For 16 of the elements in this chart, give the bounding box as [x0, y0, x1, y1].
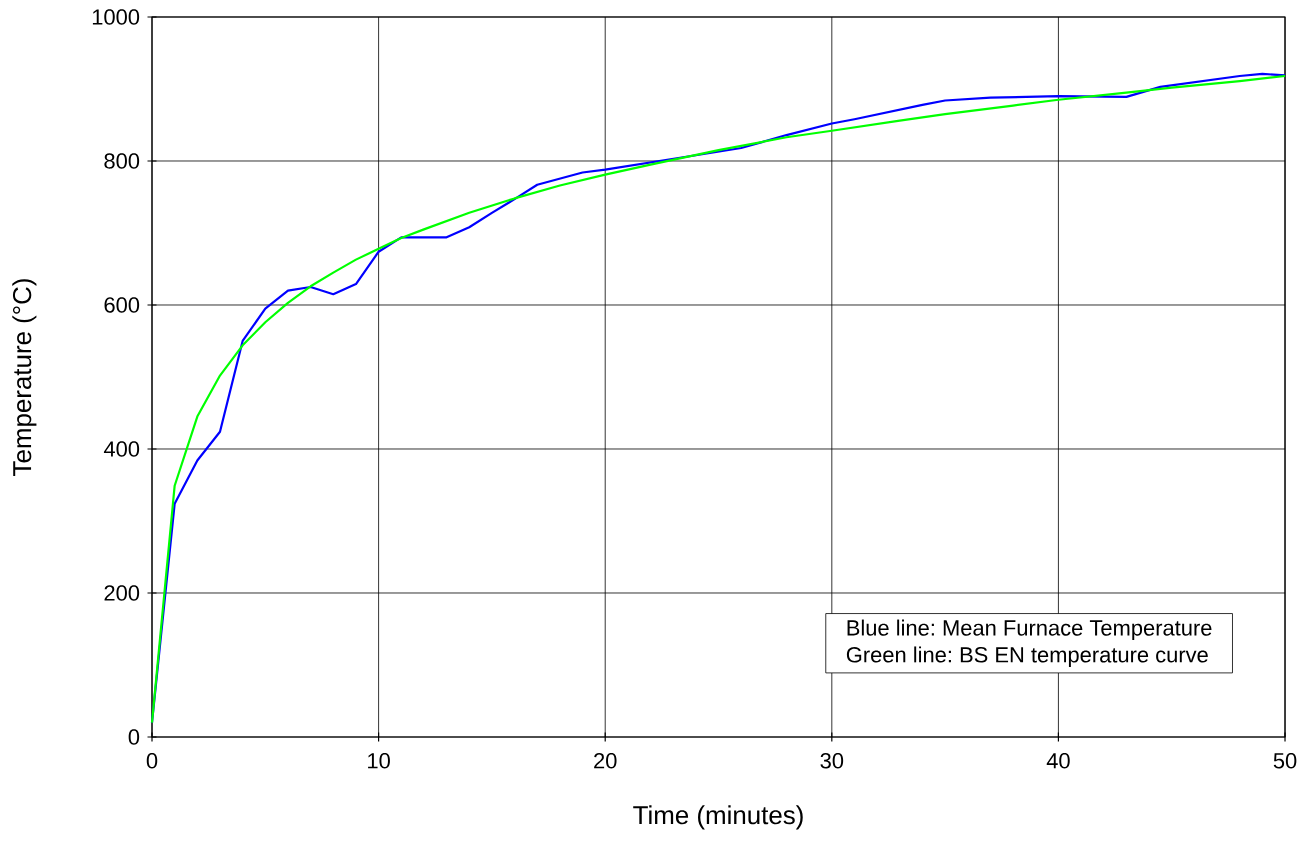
- x-tick-label: 20: [594, 753, 617, 769]
- annotation: Green line: BS EN temperature curve: [846, 646, 1208, 667]
- y-tick-label: 1000: [92, 9, 140, 25]
- x-tick-label: 40: [1046, 753, 1070, 769]
- x-tick-label: 50: [1273, 753, 1297, 769]
- y-axis-title: Temperature (°C): [12, 279, 37, 476]
- x-axis-title: Time (minutes): [633, 805, 803, 830]
- y-tick-label: 0: [128, 729, 140, 745]
- y-tick-label: 200: [104, 585, 140, 601]
- x-tick-label: 30: [820, 753, 844, 769]
- annotation: Blue line: Mean Furnace Temperature: [847, 619, 1212, 640]
- y-tick-label: 400: [103, 441, 140, 457]
- y-tick-label: 600: [104, 297, 140, 313]
- y-tick-label: 800: [104, 153, 140, 169]
- x-tick-label: 0: [146, 753, 158, 769]
- x-tick-label: 10: [368, 753, 390, 769]
